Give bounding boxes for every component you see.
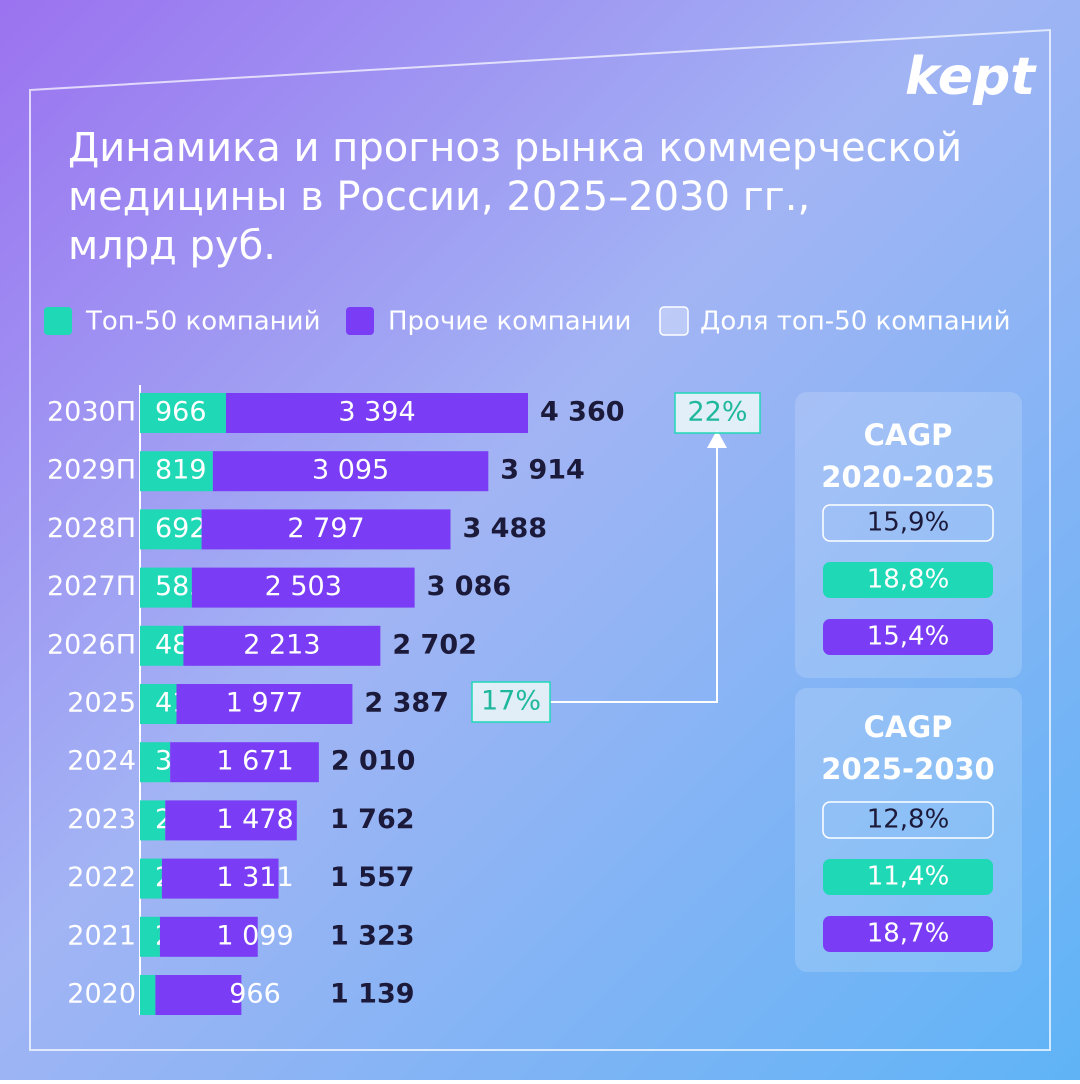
logo: kept (905, 47, 1037, 107)
frame (29, 28, 1051, 1051)
legend-label: Доля топ-50 компаний (700, 307, 1010, 337)
value-label: 1 099 (216, 920, 293, 951)
bar-segment (140, 858, 162, 899)
share-label: 17% (481, 686, 541, 717)
arrow (550, 430, 727, 703)
total-label: 1 557 (330, 862, 415, 893)
share-box (674, 392, 761, 434)
title-line: млрд руб. (68, 223, 276, 269)
cagr-pill (823, 562, 993, 598)
cagr-pill (822, 801, 994, 839)
cagr-panel (795, 392, 1022, 678)
category-label: 2030П (47, 397, 136, 428)
bar-segment (165, 800, 297, 841)
bar-segment (140, 742, 171, 783)
total-label: 3 914 (500, 455, 585, 486)
cagr-period: 2025-2030 (821, 752, 994, 786)
cagr-pill (823, 619, 993, 655)
legend-swatch (346, 307, 374, 335)
title: Динамика и прогноз рынка коммерческоймед… (68, 125, 962, 269)
bar-segment (140, 567, 192, 608)
bar-segment (140, 393, 226, 433)
bar-segment (140, 916, 160, 957)
bar-segment (140, 509, 202, 550)
cagr-panel (795, 688, 1022, 972)
value-label: 966 (229, 979, 281, 1010)
total-label: 3 488 (462, 513, 547, 544)
value-label: 819 (155, 455, 207, 486)
value-label: 1 478 (216, 804, 293, 835)
cagr-value: 18,7% (867, 919, 950, 949)
total-label: 1 323 (330, 920, 415, 951)
cagr-value: 15,4% (867, 622, 950, 652)
total-label: 3 086 (427, 571, 512, 602)
bar-segment (155, 975, 242, 1015)
title-line: Динамика и прогноз рынка коммерческой (68, 125, 962, 171)
value-label: 2 797 (287, 513, 364, 544)
cagr-title: CAGP (864, 710, 953, 744)
bar-segment (140, 800, 166, 841)
bar-segment (170, 742, 319, 783)
total-label: 2 010 (331, 746, 416, 777)
title-line: медицины в России, 2025–2030 гг., (68, 174, 810, 220)
bar-segment (159, 916, 258, 957)
bar-segment (201, 509, 451, 550)
value-label: 3 095 (312, 455, 389, 486)
value-label: 1 977 (226, 688, 303, 719)
total-label: 1 762 (330, 804, 415, 835)
bar-segment (140, 684, 177, 724)
total-label: 1 139 (330, 979, 415, 1010)
bar-segment (140, 975, 156, 1015)
category-label: 2023 (67, 804, 136, 835)
legend-label: Прочие компании (388, 307, 631, 337)
bar-segment (176, 684, 353, 724)
bar-segment (212, 451, 489, 492)
bar-segment (161, 858, 279, 899)
category-label: 2022 (67, 862, 136, 893)
cagr-pill (823, 859, 993, 895)
cagr-title: CAGP (864, 418, 953, 452)
category-label: 2028П (47, 513, 136, 544)
value-label: 966 (155, 397, 207, 428)
total-label: 2 702 (392, 629, 477, 660)
share-label: 22% (687, 397, 747, 428)
cagr-pill (823, 916, 993, 952)
value-label: 692 (155, 513, 207, 544)
cagr-value: 11,4% (867, 862, 950, 892)
bar-segment (140, 451, 213, 492)
value-label: 1 311 (216, 862, 293, 893)
legend-swatch (44, 307, 72, 335)
legend-label: Топ-50 компаний (85, 307, 320, 337)
category-label: 2021 (67, 920, 136, 951)
value-label: 2 503 (265, 571, 342, 602)
bar-segment (191, 567, 415, 608)
cagr-value: 18,8% (867, 565, 950, 595)
value-label: 1 671 (216, 746, 293, 777)
cagr-value: 15,9% (867, 508, 950, 538)
value-label: 3 394 (338, 397, 415, 428)
bar-segment (225, 393, 528, 433)
cagr-value: 12,8% (867, 805, 950, 835)
category-label: 2020 (67, 979, 136, 1010)
category-label: 2027П (47, 571, 136, 602)
category-label: 2024 (67, 746, 136, 777)
category-label: 2025 (67, 688, 136, 719)
legend-swatch (659, 306, 689, 336)
category-label: 2029П (47, 455, 136, 486)
cagr-pill (822, 504, 994, 542)
total-label: 4 360 (540, 397, 625, 428)
share-box (471, 681, 551, 723)
bar-segment (183, 625, 381, 666)
cagr-period: 2020-2025 (821, 460, 994, 494)
bar-segment (140, 625, 184, 666)
total-label: 2 387 (364, 688, 449, 719)
value-label: 2 213 (243, 629, 320, 660)
category-label: 2026П (47, 629, 136, 660)
